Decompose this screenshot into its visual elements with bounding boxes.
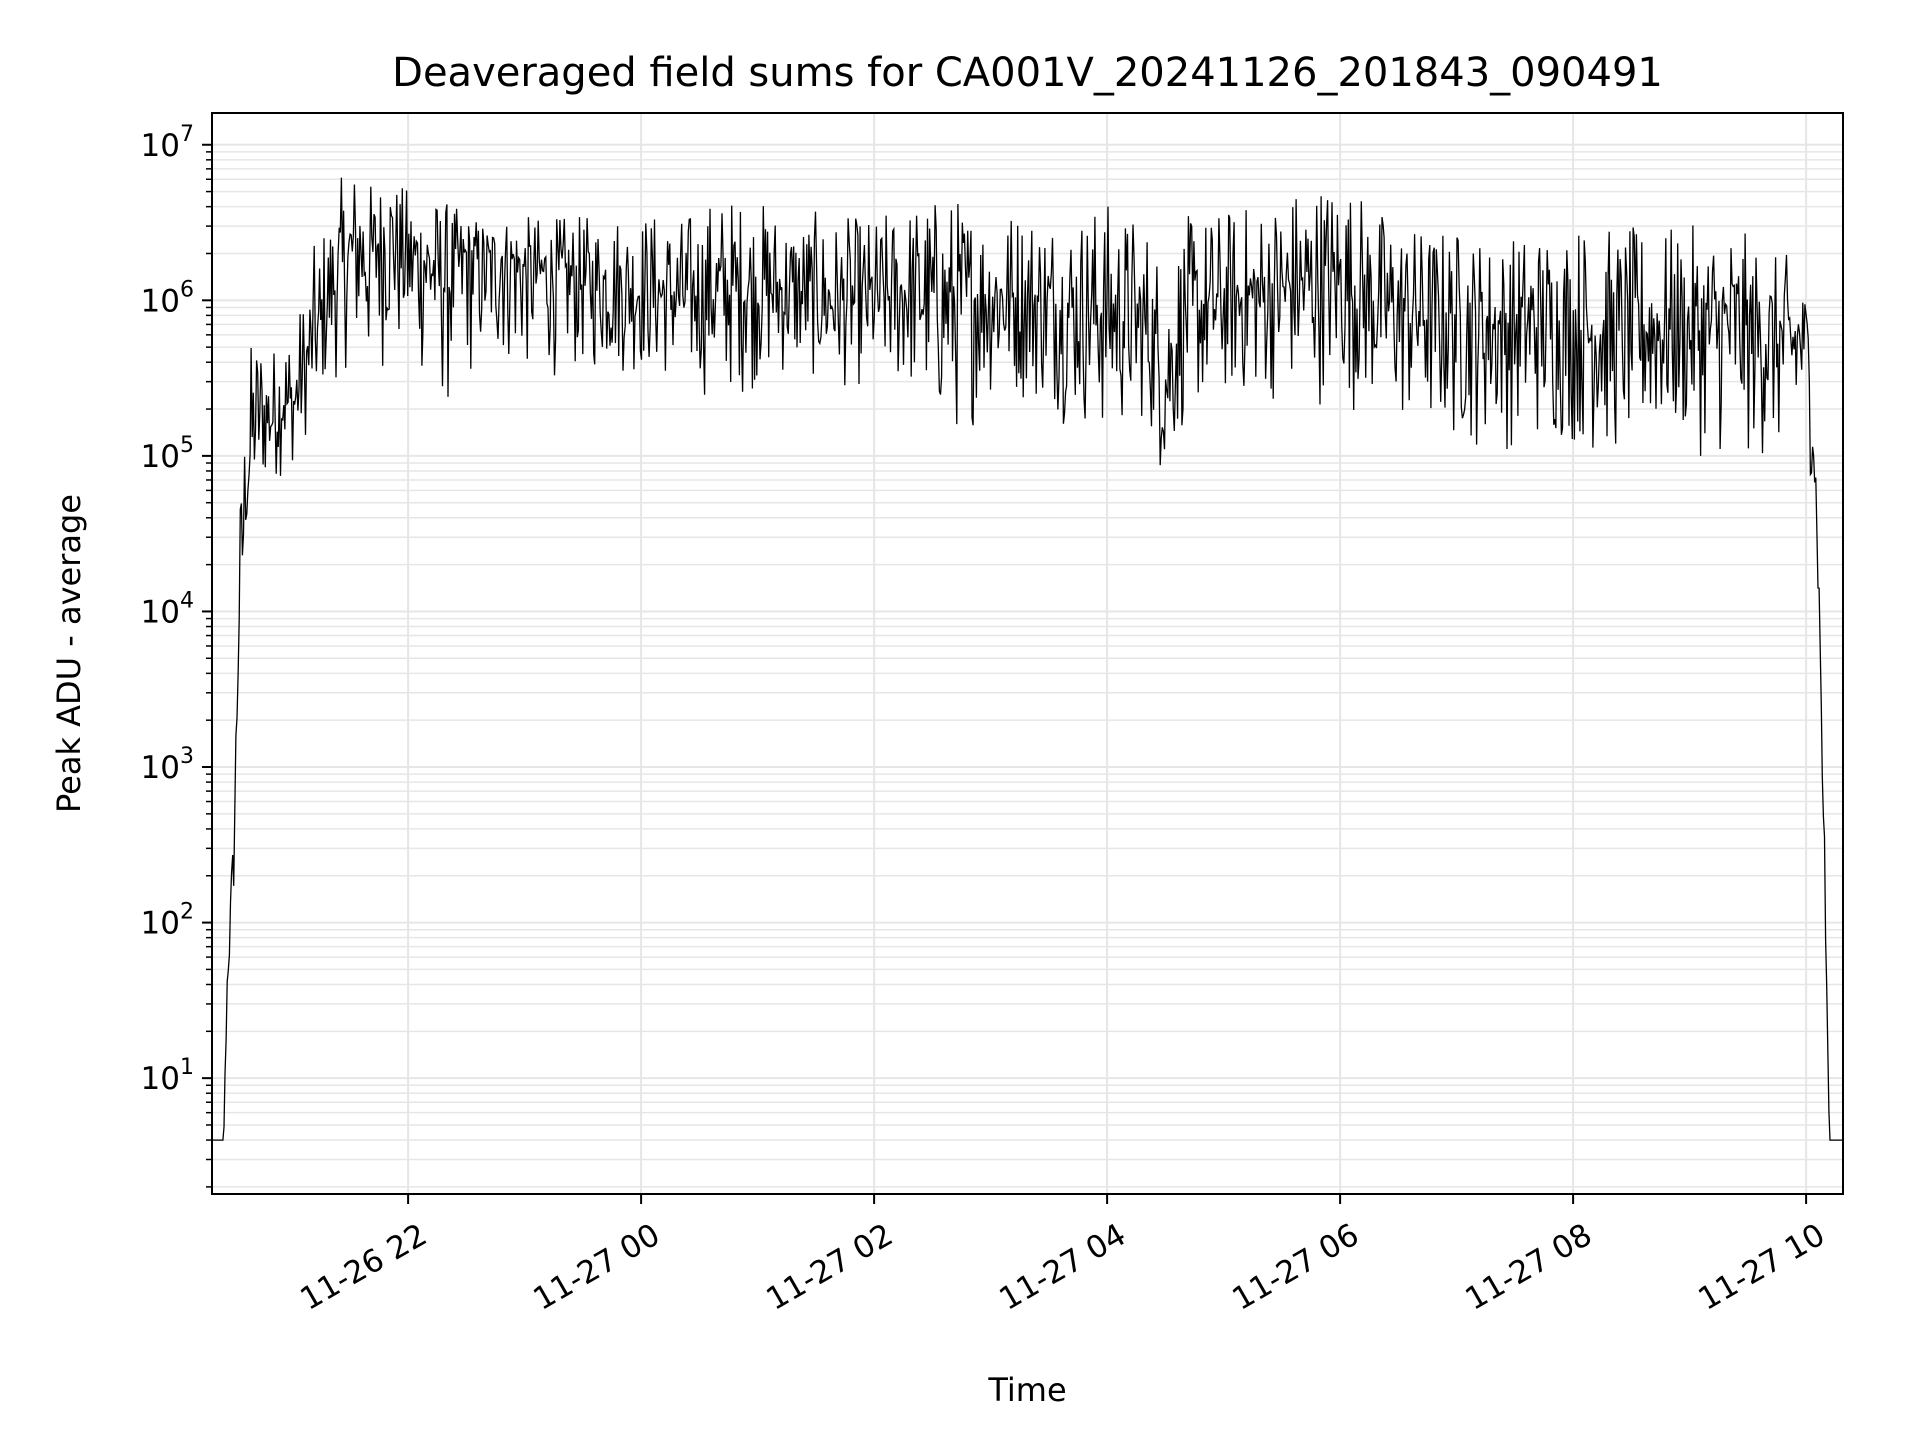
x-axis-label: Time	[987, 1371, 1066, 1409]
series-layer	[212, 177, 1843, 1141]
y-tick-label: 102	[141, 900, 194, 942]
y-tick-exponent: 4	[180, 588, 194, 613]
y-tick-exponent: 7	[180, 122, 194, 147]
y-axis-label: Peak ADU - average	[50, 494, 88, 813]
y-tick-base: 10	[141, 1061, 180, 1097]
y-tick-exponent: 1	[180, 1055, 194, 1080]
major-gridlines	[212, 113, 1843, 1194]
y-tick-label: 104	[141, 588, 194, 630]
y-tick-base: 10	[141, 128, 180, 164]
y-tick-label: 103	[141, 744, 194, 786]
y-tick-label: 107	[141, 122, 194, 164]
y-tick-exponent: 3	[180, 744, 194, 769]
y-tick-label: 105	[141, 433, 194, 475]
plot-frame	[211, 112, 1844, 1195]
y-tick-base: 10	[141, 906, 180, 942]
y-tick-label: 106	[141, 277, 194, 319]
y-tick-base: 10	[141, 439, 180, 475]
chart-title: Deaveraged field sums for CA001V_2024112…	[392, 50, 1663, 96]
series-line	[212, 177, 1843, 1141]
y-tick-exponent: 2	[180, 900, 194, 925]
y-tick-exponent: 6	[180, 277, 194, 302]
y-tick-base: 10	[141, 283, 180, 319]
y-tick-label: 101	[141, 1055, 194, 1097]
y-tick-base: 10	[141, 750, 180, 786]
y-tick-exponent: 5	[180, 433, 194, 458]
y-tick-base: 10	[141, 594, 180, 630]
